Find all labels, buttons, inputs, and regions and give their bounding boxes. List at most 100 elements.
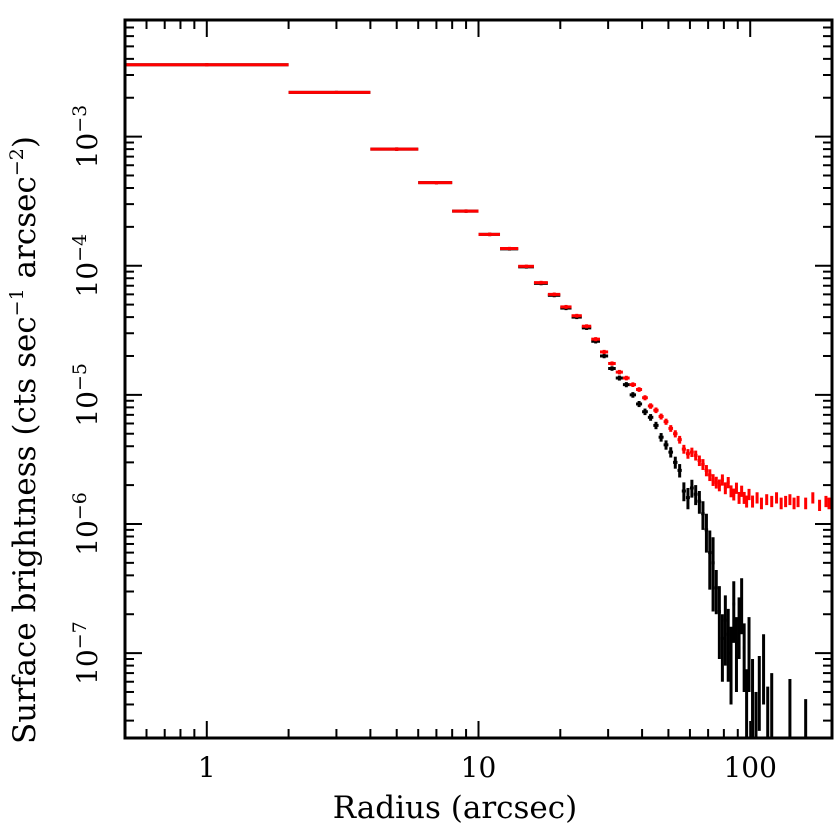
y-tick-label: 10−7	[69, 621, 104, 685]
data-point	[629, 392, 637, 398]
data-point	[747, 488, 751, 501]
data-point	[591, 337, 600, 342]
data-point	[653, 421, 659, 430]
data-point	[751, 495, 755, 508]
data-point	[804, 497, 808, 510]
data-point	[732, 581, 736, 643]
data-point	[729, 485, 733, 498]
data-point	[658, 413, 664, 420]
y-tick-label-base: 10	[71, 391, 104, 427]
data-point	[788, 494, 792, 506]
data-point	[779, 497, 783, 510]
y-axis-title-end: )	[7, 136, 43, 148]
plot-frame	[123, 18, 834, 740]
y-tick-label-base: 10	[71, 520, 104, 556]
data-point	[766, 686, 770, 738]
x-tick-label: 10	[461, 751, 497, 784]
data-point	[804, 699, 808, 738]
data-point	[770, 673, 774, 738]
y-tick-label: 10−6	[69, 492, 104, 556]
data-point	[615, 369, 623, 375]
data-point	[608, 361, 616, 366]
data-point	[717, 479, 721, 492]
x-tick-label: 100	[723, 751, 776, 784]
data-point	[770, 495, 774, 508]
y-tick-label-base: 10	[71, 649, 104, 685]
data-point	[452, 209, 479, 213]
data-point	[636, 401, 643, 408]
data-point	[759, 497, 763, 510]
data-point	[704, 513, 709, 553]
data-point	[418, 181, 453, 185]
data-point	[647, 414, 654, 421]
data-point	[734, 482, 738, 494]
y-axis-title-sup2: −2	[6, 148, 28, 176]
data-point	[827, 497, 831, 510]
data-point	[708, 530, 712, 590]
y-axis-title-mid: arcsec	[7, 176, 43, 288]
data-point	[677, 435, 682, 444]
data-point	[681, 482, 686, 502]
data-point	[818, 499, 822, 512]
data-point	[608, 366, 616, 371]
y-tick-label-group: 10−7	[69, 621, 104, 685]
data-point	[697, 491, 702, 514]
data-point	[726, 608, 730, 682]
y-axis-title: Surface brightness (cts sec−1 arcsec−2)	[6, 136, 43, 744]
data-point	[673, 456, 678, 469]
y-tick-label-group: 10−3	[69, 105, 104, 169]
x-tick-label: 1	[198, 751, 216, 784]
data-point	[663, 418, 669, 425]
data-point	[500, 246, 519, 251]
data-point	[518, 264, 534, 269]
data-point	[757, 655, 761, 731]
data-point	[653, 407, 659, 414]
y-tick-label: 10−5	[69, 363, 104, 427]
data-point	[747, 617, 751, 692]
data-point	[723, 595, 727, 666]
y-tick-label-base: 10	[71, 262, 104, 298]
y-tick-label: 10−3	[69, 105, 104, 169]
data-point	[663, 440, 669, 450]
data-point	[599, 349, 609, 355]
data-point	[693, 485, 698, 506]
data-point	[288, 90, 371, 94]
data-point	[685, 449, 690, 459]
data-point	[742, 491, 746, 504]
data-point	[775, 492, 779, 504]
data-point	[685, 487, 690, 510]
series-red	[125, 63, 831, 512]
data-point	[689, 447, 694, 458]
data-point	[792, 497, 796, 510]
y-tick-label-exponent: −3	[69, 105, 91, 133]
data-point	[740, 485, 744, 497]
data-point	[737, 597, 741, 660]
y-tick-label-group: 10−6	[69, 492, 104, 556]
data-point	[693, 450, 698, 461]
data-point	[704, 465, 709, 477]
data-point	[784, 495, 788, 508]
data-point	[734, 617, 738, 692]
data-point	[581, 324, 592, 329]
data-point	[615, 375, 623, 381]
data-point	[740, 578, 744, 635]
data-point	[714, 476, 718, 489]
data-point	[717, 586, 721, 660]
y-tick-label-group: 10−5	[69, 363, 104, 427]
data-point	[560, 304, 572, 309]
data-point	[370, 147, 419, 151]
data-point	[745, 495, 749, 508]
y-tick-label-base: 10	[71, 133, 104, 169]
data-point	[697, 455, 702, 467]
data-point	[723, 482, 727, 495]
data-point	[765, 494, 769, 506]
data-point	[762, 634, 766, 705]
data-point	[708, 469, 712, 482]
x-axis-title: Radius (arcsec)	[333, 790, 578, 826]
data-point	[729, 626, 733, 705]
y-tick-label-exponent: −7	[69, 621, 91, 649]
data-point	[824, 495, 828, 508]
data-point	[658, 433, 664, 442]
data-point	[732, 488, 736, 501]
